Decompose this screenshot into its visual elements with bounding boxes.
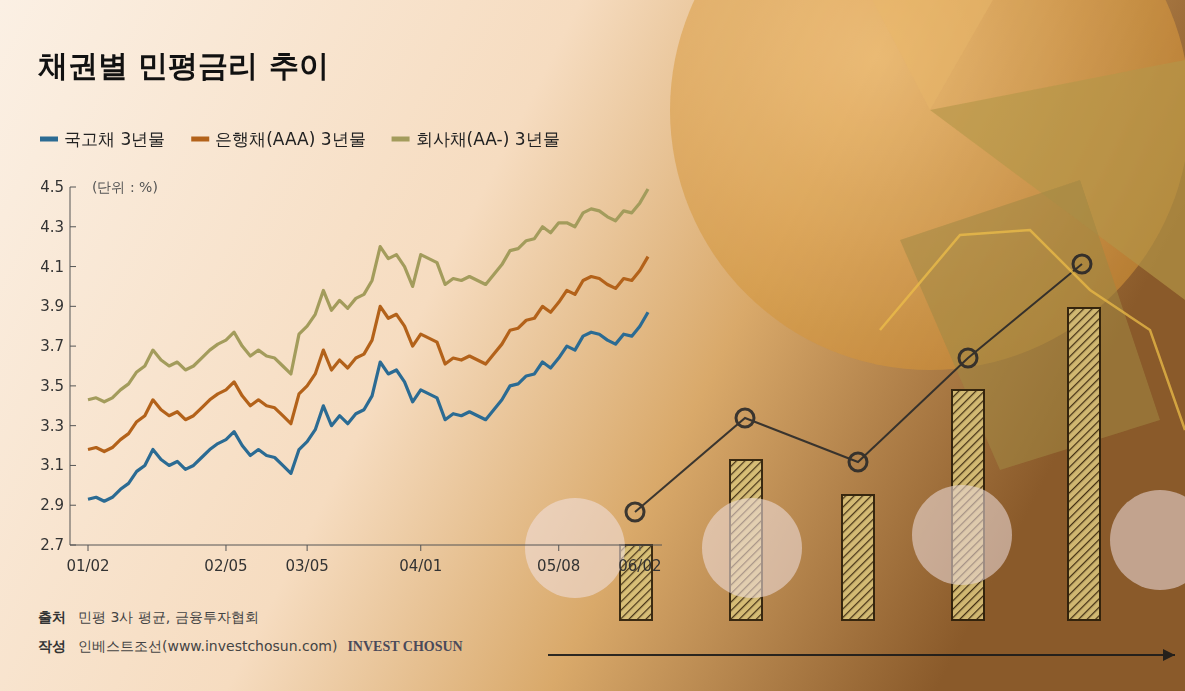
dot-decoration [959, 349, 977, 367]
y-tick [70, 505, 76, 506]
disc-decoration [525, 498, 625, 598]
y-tick [70, 545, 76, 546]
y-tick [70, 425, 76, 426]
footer: 출처 민평 3사 평균, 금융투자협회작성 인베스트조선(www.investcho… [38, 609, 463, 654]
y-tick-label: 2.7 [40, 536, 64, 554]
y-tick [70, 226, 76, 227]
y-tick-label: 3.1 [40, 456, 64, 474]
dot-decoration [1073, 255, 1091, 273]
y-tick-label: 4.3 [40, 218, 64, 236]
legend: 국고채 3년물 은행채(AAA) 3년물 회사채(AA-) 3년물 [40, 129, 560, 149]
x-tick [307, 545, 308, 551]
dot-decoration [736, 409, 754, 427]
x-tick-label: 05/08 [537, 557, 580, 575]
y-tick [70, 306, 76, 307]
y-tick-label: 2.9 [40, 496, 64, 514]
source-text: 민평 3사 평균, 금융투자협회 [78, 609, 259, 625]
y-tick-label: 3.5 [40, 377, 64, 395]
y-tick [70, 346, 76, 347]
line-decoration [635, 264, 1082, 512]
x-tick [558, 545, 559, 551]
y-tick-label: 3.7 [40, 337, 64, 355]
arrow-decoration [548, 654, 1175, 656]
arrow-decoration [1163, 649, 1175, 661]
line-decoration [880, 230, 1185, 430]
x-tick-label: 06/02 [618, 557, 661, 575]
dot-decoration [849, 453, 867, 471]
y-tick-label: 4.1 [40, 258, 64, 276]
plot-area [88, 189, 648, 501]
series-line [88, 312, 648, 501]
axes: 2.7 2.9 3.1 3.3 3.5 3.7 3.9 4.1 4.3 4.5 01/02 02/05… [40, 178, 662, 575]
legend-label: 은행채(AAA) 3년물 [215, 129, 365, 149]
y-tick-label: 3.9 [40, 297, 64, 315]
brand: INVEST CHOSUN [347, 639, 462, 654]
x-tick-label: 04/01 [399, 557, 442, 575]
disc-decoration [912, 485, 1012, 585]
author-text: 인베스트조선(www.investchosun.com) [78, 638, 337, 654]
bar-decoration [842, 495, 874, 620]
y-tick [70, 266, 76, 267]
y-tick [70, 465, 76, 466]
x-tick-label: 01/02 [66, 557, 109, 575]
title: 채권별 민평금리 추이 [38, 48, 329, 83]
legend-swatch [191, 137, 209, 142]
x-tick [420, 545, 421, 551]
source-label: 출처 [38, 609, 66, 625]
decoration [525, 0, 1185, 661]
background [0, 0, 1185, 691]
legend-label: 회사채(AA-) 3년물 [416, 129, 560, 149]
disc-decoration [1110, 490, 1185, 590]
disc-decoration [702, 498, 802, 598]
y-tick-label: 4.5 [40, 178, 64, 196]
x-tick [225, 545, 226, 551]
x-axis [70, 545, 662, 546]
y-axis [70, 187, 71, 545]
pie-slice-decoration [820, 0, 1050, 110]
x-tick-label: 03/05 [286, 557, 329, 575]
y-tick [70, 385, 76, 386]
series-line [88, 189, 648, 402]
x-tick [88, 545, 89, 551]
dot-decoration [626, 503, 644, 521]
chart: 채권별 민평금리 추이국고채 3년물 은행채(AAA) 3년물 회사채(AA-) 3… [0, 0, 1185, 691]
legend-label: 국고채 3년물 [64, 129, 165, 149]
legend-swatch [40, 137, 58, 142]
x-tick [639, 545, 640, 551]
bar-decoration [1068, 308, 1100, 620]
x-tick-label: 02/05 [204, 557, 247, 575]
y-axis-label: (단위 : %) [92, 179, 158, 195]
legend-swatch [392, 137, 410, 142]
y-tick [70, 187, 76, 188]
author-label: 작성 [38, 638, 66, 654]
pie-slice-decoration [900, 180, 1160, 470]
y-tick-label: 3.3 [40, 417, 64, 435]
